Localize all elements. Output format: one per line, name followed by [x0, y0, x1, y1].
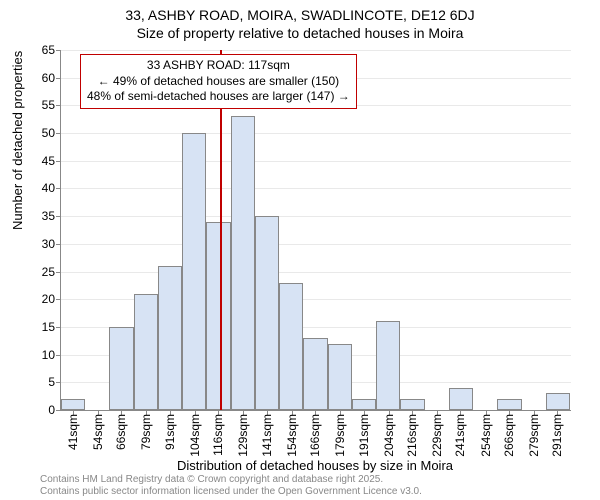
annotation-box: 33 ASHBY ROAD: 117sqm← 49% of detached h…: [80, 54, 357, 109]
x-tick-label: 104sqm: [188, 410, 202, 457]
histogram-bar: [328, 344, 352, 410]
gridline: [61, 244, 571, 245]
histogram-bar: [546, 393, 570, 410]
x-tick-label: 179sqm: [333, 410, 347, 457]
footer-line-1: Contains HM Land Registry data © Crown c…: [40, 474, 422, 486]
histogram-bar: [376, 321, 400, 410]
annotation-line-1: 33 ASHBY ROAD: 117sqm: [87, 58, 350, 74]
histogram-bar: [134, 294, 158, 410]
histogram-bar: [182, 133, 206, 410]
x-tick-label: 266sqm: [502, 410, 516, 457]
histogram-bar: [231, 116, 255, 410]
x-tick-label: 291sqm: [550, 410, 564, 457]
y-tick-label: 20: [25, 292, 61, 306]
y-tick-label: 5: [25, 375, 61, 389]
annotation-line-3: 48% of semi-detached houses are larger (…: [87, 89, 350, 105]
histogram-bar: [255, 216, 279, 410]
x-tick-label: 141sqm: [260, 410, 274, 457]
footer-attribution: Contains HM Land Registry data © Crown c…: [40, 474, 422, 498]
gridline: [61, 133, 571, 134]
x-tick-label: 216sqm: [405, 410, 419, 457]
x-axis-label: Distribution of detached houses by size …: [60, 458, 570, 473]
gridline: [61, 272, 571, 273]
x-tick-label: 254sqm: [479, 410, 493, 457]
title-line-2: Size of property relative to detached ho…: [0, 24, 600, 42]
y-tick-label: 60: [25, 71, 61, 85]
y-tick-label: 25: [25, 265, 61, 279]
gridline: [61, 188, 571, 189]
x-tick-label: 229sqm: [430, 410, 444, 457]
y-tick-label: 65: [25, 43, 61, 57]
gridline: [61, 50, 571, 51]
x-tick-label: 129sqm: [236, 410, 250, 457]
y-tick-label: 50: [25, 126, 61, 140]
footer-line-2: Contains public sector information licen…: [40, 486, 422, 498]
histogram-bar: [303, 338, 327, 410]
x-tick-label: 41sqm: [66, 410, 80, 450]
gridline: [61, 161, 571, 162]
y-tick-label: 10: [25, 348, 61, 362]
x-tick-label: 91sqm: [163, 410, 177, 450]
x-tick-label: 241sqm: [453, 410, 467, 457]
plot-area: 0510152025303540455055606541sqm54sqm66sq…: [60, 50, 571, 411]
y-tick-label: 35: [25, 209, 61, 223]
x-tick-label: 154sqm: [285, 410, 299, 457]
histogram-bar: [449, 388, 473, 410]
histogram-bar: [158, 266, 182, 410]
x-tick-label: 279sqm: [527, 410, 541, 457]
histogram-bar: [109, 327, 133, 410]
x-tick-label: 54sqm: [91, 410, 105, 450]
y-tick-label: 30: [25, 237, 61, 251]
x-tick-label: 116sqm: [211, 410, 225, 456]
title-line-1: 33, ASHBY ROAD, MOIRA, SWADLINCOTE, DE12…: [0, 6, 600, 24]
y-axis-label: Number of detached properties: [10, 51, 25, 230]
y-tick-label: 0: [25, 403, 61, 417]
histogram-bar: [279, 283, 303, 410]
chart-container: 33, ASHBY ROAD, MOIRA, SWADLINCOTE, DE12…: [0, 0, 600, 500]
histogram-bar: [206, 222, 230, 410]
annotation-line-2: ← 49% of detached houses are smaller (15…: [87, 74, 350, 90]
y-tick-label: 55: [25, 98, 61, 112]
histogram-bar: [497, 399, 521, 410]
histogram-bar: [352, 399, 376, 410]
y-tick-label: 40: [25, 181, 61, 195]
x-tick-label: 166sqm: [308, 410, 322, 457]
histogram-bar: [61, 399, 85, 410]
y-tick-label: 45: [25, 154, 61, 168]
y-tick-label: 15: [25, 320, 61, 334]
x-tick-label: 191sqm: [357, 410, 371, 457]
x-tick-label: 204sqm: [382, 410, 396, 457]
gridline: [61, 216, 571, 217]
histogram-bar: [400, 399, 424, 410]
x-tick-label: 66sqm: [114, 410, 128, 450]
chart-title: 33, ASHBY ROAD, MOIRA, SWADLINCOTE, DE12…: [0, 0, 600, 42]
x-tick-label: 79sqm: [139, 410, 153, 450]
